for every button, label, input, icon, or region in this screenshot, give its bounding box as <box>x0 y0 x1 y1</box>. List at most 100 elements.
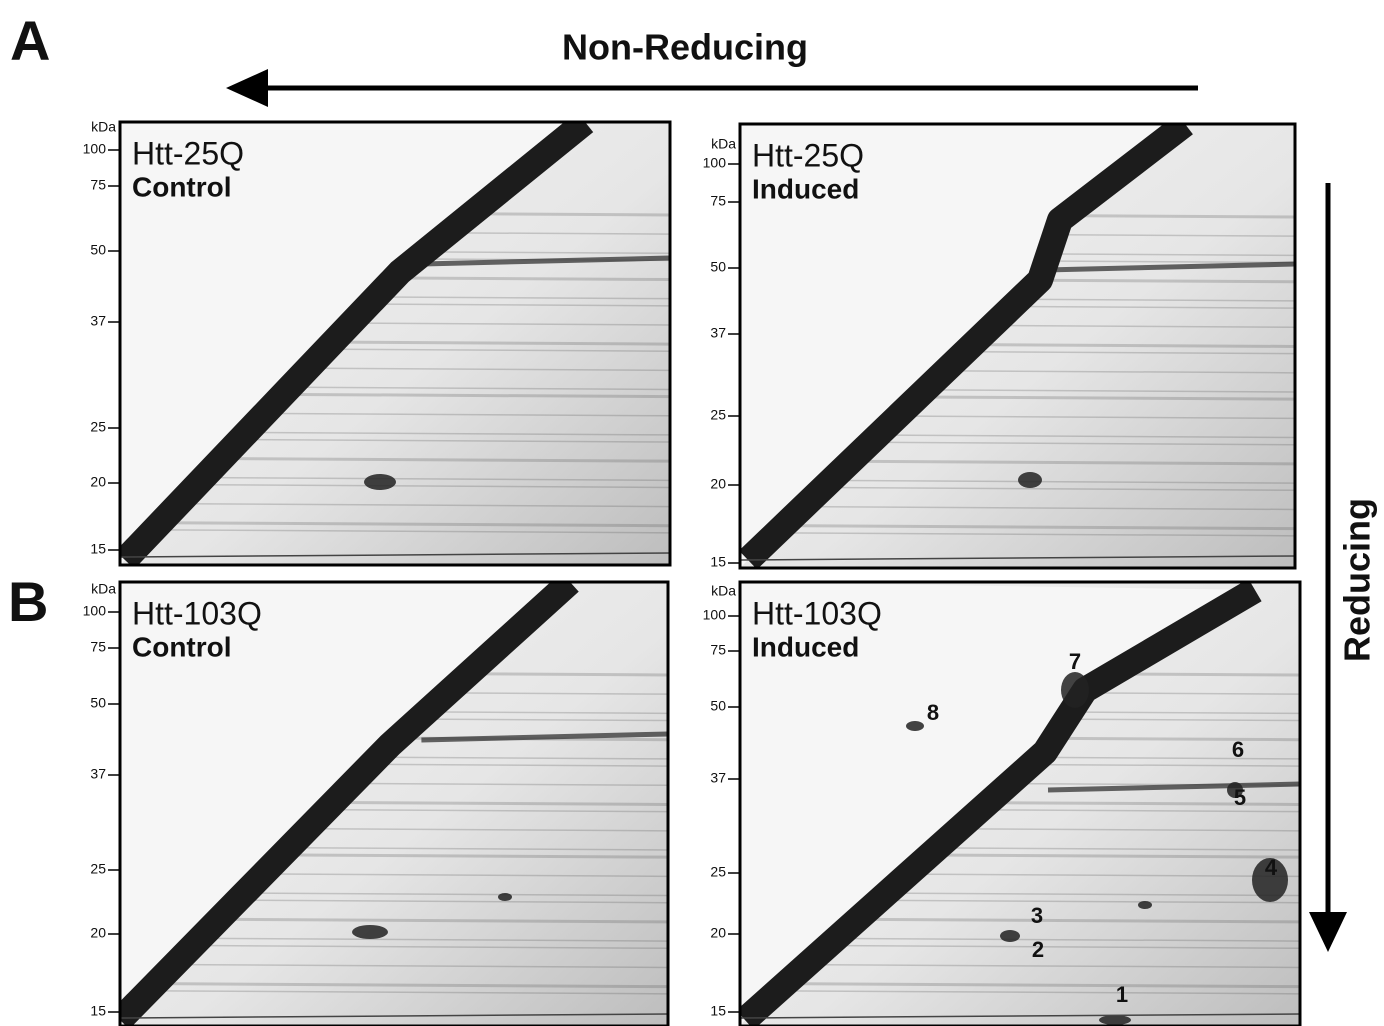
arrow-label: Reducing <box>1337 498 1378 662</box>
gel-image <box>740 582 1300 1026</box>
diagonal-band <box>740 124 1193 568</box>
streak <box>159 521 670 528</box>
spot-label: 8 <box>927 700 939 725</box>
panel-label: A <box>10 9 50 72</box>
arrow-label: Non-Reducing <box>562 27 808 68</box>
streak <box>159 476 670 482</box>
main-band <box>422 255 670 267</box>
spot-label: 7 <box>1069 649 1081 674</box>
spot-label: 4 <box>1265 855 1278 880</box>
panel-label: B <box>8 570 48 633</box>
spot <box>1252 858 1288 902</box>
marker-label: 25 <box>710 407 726 423</box>
streak <box>159 529 670 534</box>
spot <box>1099 1015 1131 1025</box>
arrow-head <box>226 69 268 107</box>
spot-label: 1 <box>1116 982 1128 1007</box>
marker-label: 100 <box>703 155 727 171</box>
dye-front <box>120 552 670 558</box>
marker-label: 75 <box>710 193 726 209</box>
marker-label: 50 <box>710 698 726 714</box>
spot <box>352 925 388 939</box>
streak <box>779 505 1295 511</box>
gel-title: Htt-25Q <box>752 137 864 173</box>
spot <box>1061 672 1089 708</box>
marker-label: 20 <box>710 476 726 492</box>
unit-label: kDa <box>711 136 736 152</box>
marker-label: 75 <box>90 639 106 655</box>
clear-area <box>120 122 585 565</box>
marker-label: 75 <box>710 642 726 658</box>
streak <box>779 937 1300 942</box>
gel-title: Htt-25Q <box>132 135 244 171</box>
diagonal-band <box>740 582 1262 1026</box>
arrow-head <box>1309 912 1347 952</box>
marker-label: 25 <box>710 864 726 880</box>
unit-label: kDa <box>91 119 116 135</box>
gel-image <box>120 122 670 565</box>
marker-label: 25 <box>90 861 106 877</box>
gel-condition: Control <box>132 631 232 662</box>
spot <box>1018 472 1042 488</box>
gel-title: Htt-103Q <box>752 595 882 631</box>
marker-label: 37 <box>90 313 106 329</box>
streak <box>779 524 1295 531</box>
gel-title: Htt-103Q <box>132 595 262 631</box>
marker-label: 20 <box>90 925 106 941</box>
streak <box>159 937 668 942</box>
main-band <box>421 731 668 743</box>
marker-label: 20 <box>710 925 726 941</box>
marker-label: 50 <box>90 695 106 711</box>
spot <box>364 474 396 490</box>
marker-label: 15 <box>90 1003 106 1019</box>
dye-front <box>120 1013 668 1019</box>
spot-label: 6 <box>1232 737 1244 762</box>
gel-frame <box>118 120 672 567</box>
streak <box>159 982 668 989</box>
marker-label: 100 <box>703 607 727 623</box>
spot <box>1000 930 1020 942</box>
streak <box>779 532 1295 537</box>
marker-label: 50 <box>710 259 726 275</box>
main-band <box>1045 261 1295 273</box>
marker-label: 15 <box>710 1003 726 1019</box>
marker-label: 50 <box>90 242 106 258</box>
marker-label: 25 <box>90 419 106 435</box>
spot <box>498 893 512 901</box>
streak <box>779 486 1295 492</box>
spot <box>1138 901 1152 909</box>
gel-condition: Induced <box>752 631 859 662</box>
gel-frame <box>738 580 1302 1026</box>
marker-label: 37 <box>90 766 106 782</box>
gel-frame <box>738 122 1297 570</box>
streak <box>159 990 668 995</box>
marker-label: 75 <box>90 177 106 193</box>
streak <box>159 483 670 489</box>
spot <box>1227 782 1243 798</box>
marker-label: 37 <box>710 325 726 341</box>
gel-image <box>740 124 1295 568</box>
streak <box>159 917 668 924</box>
marker-label: 15 <box>710 554 726 570</box>
streak <box>159 502 670 508</box>
clear-area <box>120 582 570 1026</box>
dye-front <box>740 1013 1300 1019</box>
clear-area <box>740 582 1255 1026</box>
marker-label: 100 <box>83 141 107 157</box>
streak <box>159 963 668 969</box>
gel-frame <box>118 580 670 1026</box>
spot <box>906 721 924 731</box>
gel-condition: Control <box>132 171 232 202</box>
spot-label: 5 <box>1234 785 1246 810</box>
streak <box>779 990 1300 995</box>
streak <box>159 944 668 950</box>
streak <box>779 944 1300 950</box>
main-band <box>1047 781 1300 793</box>
streak <box>779 963 1300 969</box>
marker-label: 15 <box>90 541 106 557</box>
spot-label: 2 <box>1032 937 1044 962</box>
dye-front <box>740 555 1295 561</box>
spot-label: 3 <box>1031 903 1043 928</box>
streak <box>779 982 1300 989</box>
